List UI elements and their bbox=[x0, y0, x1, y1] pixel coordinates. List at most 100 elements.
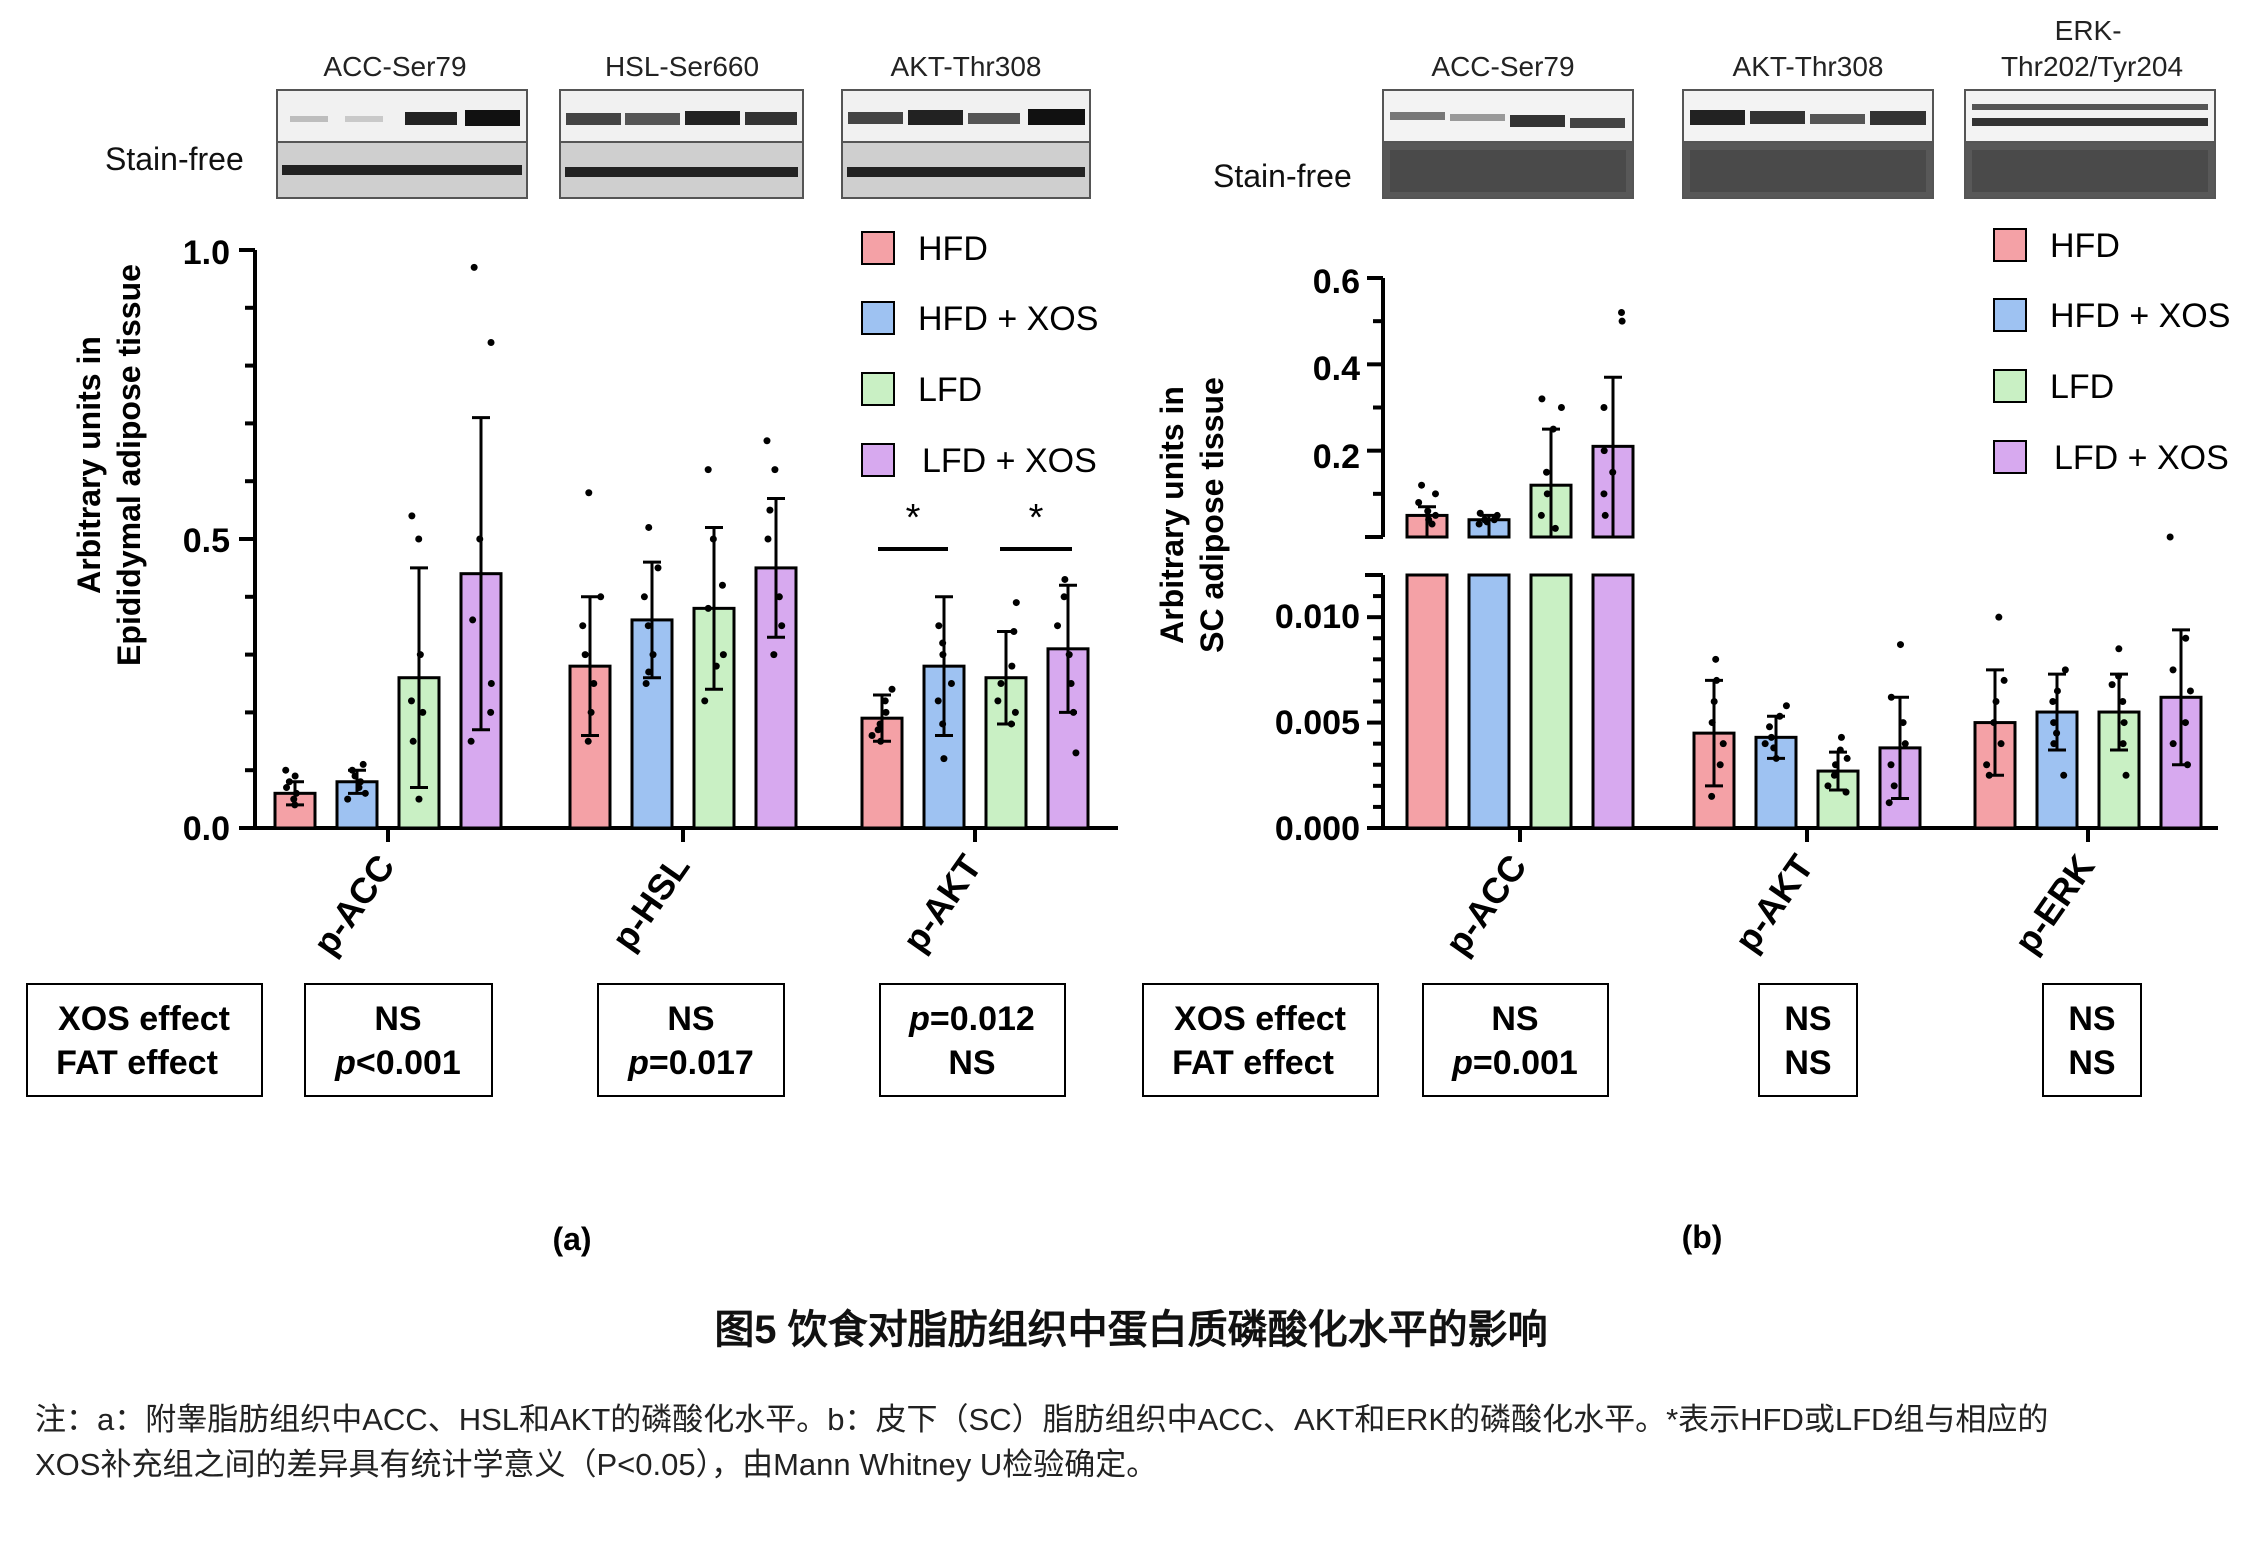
chart-b-point bbox=[1767, 733, 1775, 741]
chart-b-point bbox=[1708, 792, 1716, 800]
legend-b: HFD HFD + XOS LFD LFD + XOS bbox=[1993, 227, 2230, 477]
chart-a-point bbox=[644, 622, 652, 630]
chart-a-point bbox=[1012, 599, 1020, 607]
chart-a-point bbox=[654, 564, 662, 572]
chart-b-point bbox=[1600, 404, 1608, 411]
chart-b-point bbox=[1837, 733, 1845, 741]
chart-a-point bbox=[467, 737, 475, 745]
chart-b-point bbox=[2000, 676, 2008, 684]
chart-b-point bbox=[1618, 317, 1626, 325]
effect-label-box-b bbox=[1142, 983, 1379, 1097]
chart-a-point bbox=[704, 466, 712, 474]
chart-a-ytick-0: 0.0 bbox=[183, 810, 230, 848]
blot-image-a-akt bbox=[841, 89, 1091, 199]
chart-b-point bbox=[2166, 533, 2174, 541]
chart-a-point bbox=[348, 766, 356, 774]
chart-b-point bbox=[2122, 771, 2130, 779]
chart-b-point bbox=[1772, 754, 1780, 762]
effect-box-b-acc bbox=[1422, 983, 1609, 1097]
chart-b-point bbox=[1432, 511, 1440, 519]
chart-a-point bbox=[351, 772, 359, 780]
caption-title: 图5 饮食对脂肪组织中蛋白质磷酸化水平的影响 bbox=[714, 1308, 1547, 1352]
caption-note-line1: 注：a：附睾脂肪组织中ACC、HSL和AKT的磷酸化水平。b：皮下（SC）脂肪组… bbox=[35, 1402, 2048, 1437]
effect-xos-b-akt: NS bbox=[1784, 1000, 1831, 1038]
blot-image-b-erk bbox=[1964, 89, 2216, 199]
chart-a-point bbox=[881, 697, 889, 705]
chart-b-point bbox=[1600, 447, 1608, 455]
chart-a-point bbox=[282, 766, 290, 774]
chart-a-point bbox=[997, 680, 1005, 687]
chart-a-ylabel-line1: Arbitrary units in bbox=[71, 336, 107, 594]
chart-b-point bbox=[1887, 761, 1895, 769]
stain-free-label-b: Stain-free bbox=[1213, 158, 1352, 194]
chart-a-point bbox=[882, 708, 890, 716]
blot-image-b-acc bbox=[1382, 89, 1634, 199]
chart-b-bar-lower bbox=[1591, 573, 1635, 830]
panel-b-blots: ACC-Ser79 AKT-Thr308 ERK- Thr202/Tyr204 … bbox=[1213, 15, 2216, 199]
chart-b-point bbox=[1761, 740, 1769, 748]
chart-b-point bbox=[1415, 498, 1423, 506]
effect-label-box-a bbox=[26, 983, 263, 1097]
chart-b-ylabel-line2: SC adipose tissue bbox=[1194, 377, 1230, 653]
legend-a-swatch-hfd bbox=[861, 231, 895, 265]
chart-b-ytick-upper-1: 0.4 bbox=[1313, 350, 1360, 388]
legend-a-swatch-lfd-xos bbox=[861, 443, 895, 477]
chart-b-point bbox=[1618, 309, 1626, 317]
chart-a-point bbox=[585, 489, 593, 497]
chart-a-point bbox=[701, 697, 709, 705]
chart-a-point bbox=[487, 338, 495, 346]
chart-b-point bbox=[2060, 771, 2068, 779]
chart-a-bar bbox=[984, 676, 1028, 830]
panel-b-label: (b) bbox=[1682, 1219, 1723, 1255]
chart-b-point bbox=[1425, 516, 1433, 524]
chart-b-point bbox=[2115, 672, 2123, 680]
chart-b-point bbox=[1490, 516, 1498, 524]
chart-a: Arbitrary units in Epididymal adipose ti… bbox=[71, 234, 1118, 962]
chart-b-point bbox=[2119, 698, 2127, 705]
chart-b-category-label: p-ERK bbox=[2006, 847, 2103, 961]
chart-a-point bbox=[1007, 720, 1015, 728]
chart-b-point bbox=[1990, 719, 1998, 727]
chart-b-point bbox=[1418, 481, 1426, 489]
chart-b-point bbox=[1716, 761, 1724, 769]
chart-b-point bbox=[1601, 511, 1609, 519]
chart-a-category-label: p-ACC bbox=[305, 847, 403, 962]
chart-b-point bbox=[1713, 676, 1721, 684]
chart-a-point bbox=[409, 737, 417, 745]
legend-a-swatch-hfd-xos bbox=[861, 301, 895, 335]
chart-a-point bbox=[877, 737, 885, 745]
chart-b-ytick-lower-1: 0.005 bbox=[1275, 704, 1360, 742]
chart-b-point bbox=[2182, 634, 2190, 642]
effect-fat-a-akt: NS bbox=[948, 1044, 995, 1082]
chart-a-point bbox=[888, 685, 896, 693]
chart-a-point bbox=[359, 760, 367, 768]
chart-b-point bbox=[2053, 729, 2061, 737]
chart-a-point bbox=[766, 506, 774, 514]
chart-b-ytick-upper-0: 0.2 bbox=[1313, 438, 1360, 476]
chart-a-point bbox=[642, 680, 650, 687]
chart-b-point bbox=[1537, 511, 1545, 519]
chart-b-category-label: p-ACC bbox=[1437, 847, 1535, 962]
chart-a-point bbox=[290, 795, 298, 803]
blot-image-b-akt bbox=[1682, 89, 1934, 199]
chart-a-point bbox=[712, 662, 720, 670]
chart-a-point bbox=[487, 680, 495, 687]
chart-a-point bbox=[291, 772, 299, 780]
chart-b-point bbox=[1901, 740, 1909, 748]
chart-a-point bbox=[1072, 749, 1080, 757]
effects-b: XOS effect FAT effect NS p=0.001 NS NS N… bbox=[1142, 983, 2142, 1097]
chart-b-ytick-lower-0: 0.000 bbox=[1275, 810, 1360, 848]
chart-b-ylabel-line1: Arbitrary units in bbox=[1154, 386, 1190, 644]
chart-b-point bbox=[1475, 520, 1483, 528]
chart-b-point bbox=[1543, 468, 1551, 476]
blot-title-b-acc: ACC-Ser79 bbox=[1431, 51, 1574, 82]
effect-fat-a-hsl: p=0.017 bbox=[627, 1044, 754, 1082]
chart-a-point bbox=[470, 263, 478, 271]
chart-b-point bbox=[1843, 754, 1851, 762]
chart-a-point bbox=[469, 616, 477, 624]
chart-b-point bbox=[1832, 761, 1840, 769]
chart-b-point bbox=[2053, 687, 2061, 695]
chart-a-point bbox=[1060, 593, 1068, 601]
chart-b-point bbox=[1885, 799, 1893, 807]
legend-a-swatch-lfd bbox=[861, 372, 895, 406]
